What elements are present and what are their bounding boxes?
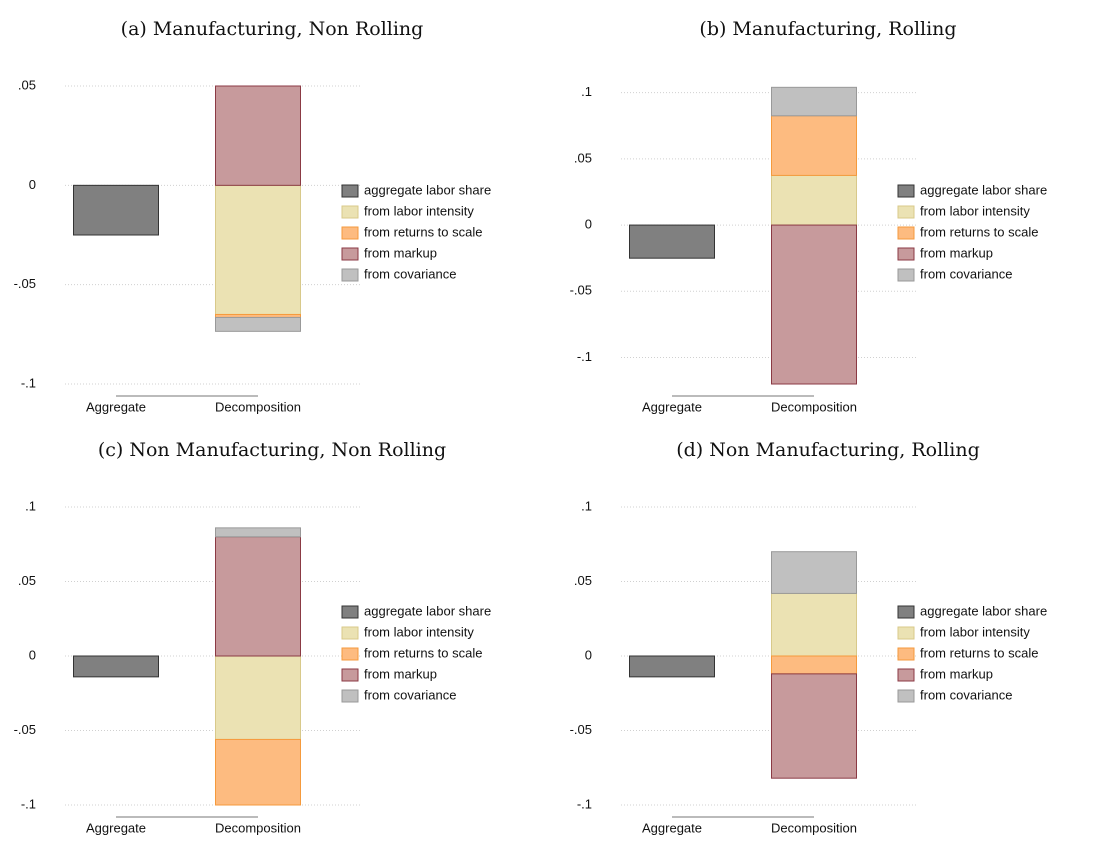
y-tick-label: .05 [574, 573, 592, 588]
legend-swatch [897, 205, 915, 219]
y-tick-label: .1 [581, 498, 592, 513]
bar-segment [215, 527, 301, 538]
panel: (a) Manufacturing, Non Rolling -.1 -.05 0 .0… [14, 18, 492, 414]
bar-segment [215, 738, 301, 806]
legend-swatch [341, 626, 359, 640]
panel: (c) Non Manufacturing, Non Rolling -.1 -.0… [14, 439, 492, 835]
legend-label: aggregate labor share [364, 603, 491, 618]
legend-label: from markup [364, 245, 437, 260]
x-tick-label: Aggregate [642, 399, 702, 414]
legend-swatch [897, 184, 915, 198]
legend-label: from labor intensity [364, 203, 474, 218]
x-tick-label: Decomposition [771, 820, 857, 835]
x-tick-label: Aggregate [642, 820, 702, 835]
bar-segment [215, 536, 301, 657]
legend-label: from returns to scale [920, 645, 1039, 660]
y-tick-label: .05 [18, 77, 36, 92]
y-tick-label: -.05 [14, 276, 36, 291]
chart-title: (a) Manufacturing, Non Rolling [121, 18, 424, 40]
legend-label: aggregate labor share [364, 182, 491, 197]
panel: (b) Manufacturing, Rolling -.1 -.05 0 .05 .1 A… [570, 18, 1048, 414]
y-tick-label: .05 [574, 150, 592, 165]
x-tick-label: Aggregate [86, 820, 146, 835]
legend-swatch [341, 184, 359, 198]
y-tick-label: -.05 [14, 722, 36, 737]
y-tick-label: -.1 [21, 375, 36, 390]
bar-segment [771, 86, 857, 117]
legend-label: from covariance [920, 687, 1012, 702]
bar-segment [73, 184, 159, 236]
legend-swatch [897, 226, 915, 240]
legend-label: aggregate labor share [920, 182, 1047, 197]
chart-title: (b) Manufacturing, Rolling [699, 18, 956, 40]
legend-label: from covariance [364, 687, 456, 702]
legend-swatch [341, 205, 359, 219]
legend-swatch [341, 268, 359, 282]
y-tick-label: 0 [585, 217, 592, 232]
y-tick-label: -.05 [570, 722, 592, 737]
x-tick-label: Decomposition [215, 399, 301, 414]
legend-label: from labor intensity [920, 624, 1030, 639]
panel: (d) Non Manufacturing, Rolling -.1 -.05 0 .0… [570, 439, 1048, 835]
legend-label: from labor intensity [920, 203, 1030, 218]
bar-segment [73, 655, 159, 678]
legend-label: from returns to scale [364, 224, 483, 239]
bar-segment [771, 224, 857, 385]
y-tick-label: -.1 [577, 796, 592, 811]
y-tick-label: -.1 [21, 796, 36, 811]
bar-segment [771, 592, 857, 657]
bar-segment [771, 115, 857, 176]
chart-title: (c) Non Manufacturing, Non Rolling [98, 439, 446, 461]
legend-label: from markup [920, 245, 993, 260]
bar-segment [629, 224, 715, 259]
legend-swatch [341, 226, 359, 240]
legend-swatch [341, 668, 359, 682]
y-tick-label: .1 [581, 84, 592, 99]
bar-segment [771, 551, 857, 594]
bar-segment [215, 184, 301, 315]
chart-title: (d) Non Manufacturing, Rolling [676, 439, 980, 461]
bar-segment [771, 673, 857, 779]
bar-segment [215, 316, 301, 332]
legend-label: from covariance [920, 266, 1012, 281]
x-tick-label: Decomposition [215, 820, 301, 835]
y-tick-label: 0 [585, 647, 592, 662]
legend-label: aggregate labor share [920, 603, 1047, 618]
legend-swatch [341, 689, 359, 703]
bar-segment [215, 85, 301, 186]
legend-swatch [897, 668, 915, 682]
legend-swatch [897, 247, 915, 261]
y-tick-label: -.1 [577, 349, 592, 364]
bar-segment [629, 655, 715, 678]
y-tick-label: -.05 [570, 283, 592, 298]
legend-label: from covariance [364, 266, 456, 281]
legend-label: from markup [920, 666, 993, 681]
y-tick-label: 0 [29, 647, 36, 662]
x-tick-label: Aggregate [86, 399, 146, 414]
legend-swatch [897, 626, 915, 640]
bar-segment [215, 655, 301, 740]
legend-swatch [341, 647, 359, 661]
legend-label: from labor intensity [364, 624, 474, 639]
y-tick-label: .05 [18, 573, 36, 588]
legend-swatch [341, 605, 359, 619]
legend-label: from markup [364, 666, 437, 681]
legend-label: from returns to scale [364, 645, 483, 660]
legend-swatch [897, 647, 915, 661]
y-tick-label: .1 [25, 498, 36, 513]
bar-segment [771, 174, 857, 226]
bar-segment [771, 655, 857, 675]
y-tick-label: 0 [29, 177, 36, 192]
legend-swatch [897, 689, 915, 703]
legend-swatch [341, 247, 359, 261]
legend-swatch [897, 268, 915, 282]
legend-label: from returns to scale [920, 224, 1039, 239]
x-tick-label: Decomposition [771, 399, 857, 414]
legend-swatch [897, 605, 915, 619]
